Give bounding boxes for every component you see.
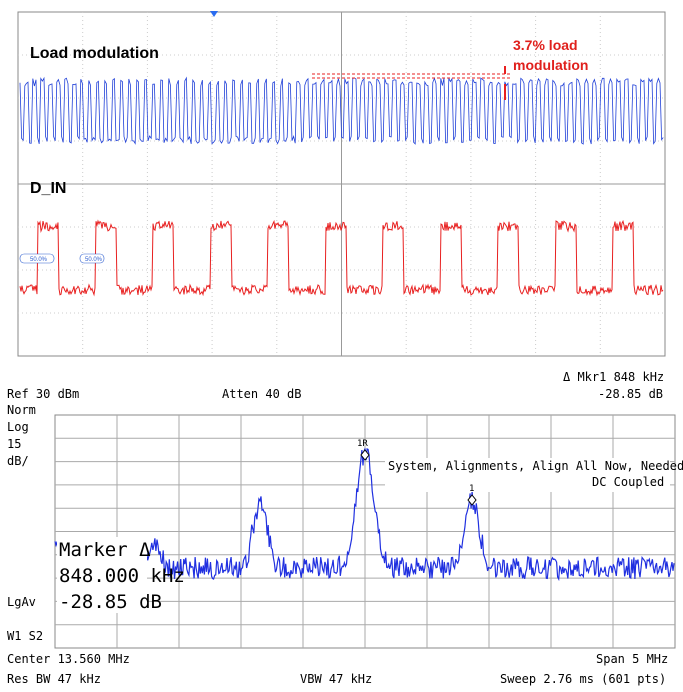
cursor-tag bbox=[79, 253, 105, 264]
analyzer-screen bbox=[0, 362, 683, 692]
trigger-marker bbox=[210, 11, 218, 17]
status: DC Coupled bbox=[592, 475, 664, 489]
ref-level: Ref 30 dBm bbox=[7, 387, 79, 401]
side-label: Log bbox=[7, 420, 29, 434]
lgav: LgAv bbox=[7, 595, 36, 609]
attenuation: Atten 40 dB bbox=[222, 387, 301, 401]
peak-label: 1 bbox=[469, 484, 474, 494]
marker-readout: -28.85 dB bbox=[598, 387, 663, 401]
footer: Center 13.560 MHz bbox=[7, 652, 130, 666]
footer: Sweep 2.76 ms (601 pts) bbox=[500, 672, 666, 686]
scope-grid bbox=[18, 12, 665, 356]
status: System, Alignments, Align All Now, Neede… bbox=[388, 459, 683, 473]
marker-diamond bbox=[360, 449, 370, 461]
cursor-tag bbox=[19, 253, 55, 264]
marker-box: -28.85 dB bbox=[59, 591, 162, 613]
annotation: 3.7% load bbox=[513, 37, 578, 53]
cursor-label: 50.0% bbox=[30, 257, 48, 263]
side-label: dB/ bbox=[7, 454, 29, 468]
marker-box: Marker Δ bbox=[59, 539, 151, 561]
marker-box-bg bbox=[57, 537, 147, 613]
side-label: 15 bbox=[7, 437, 21, 451]
annotation: modulation bbox=[513, 57, 588, 73]
cursor-label: 50.0% bbox=[85, 257, 103, 263]
marker-diamond bbox=[467, 494, 477, 506]
load-modulation-trace bbox=[19, 76, 664, 145]
footer: Res BW 47 kHz bbox=[7, 672, 101, 686]
footer: Span 5 MHz bbox=[596, 652, 668, 666]
channel-label: D_IN bbox=[30, 180, 66, 197]
footer: VBW 47 kHz bbox=[300, 672, 372, 686]
channel-label: Load modulation bbox=[30, 45, 159, 62]
w1s2: W1 S2 bbox=[7, 629, 43, 643]
marker-box: 848.000 kHz bbox=[59, 565, 185, 587]
d-in-trace bbox=[19, 219, 664, 297]
status-bg bbox=[385, 458, 670, 492]
side-label: Norm bbox=[7, 403, 36, 417]
peak-label: 1R bbox=[357, 439, 368, 449]
marker-readout: Δ Mkr1 848 kHz bbox=[563, 370, 664, 384]
